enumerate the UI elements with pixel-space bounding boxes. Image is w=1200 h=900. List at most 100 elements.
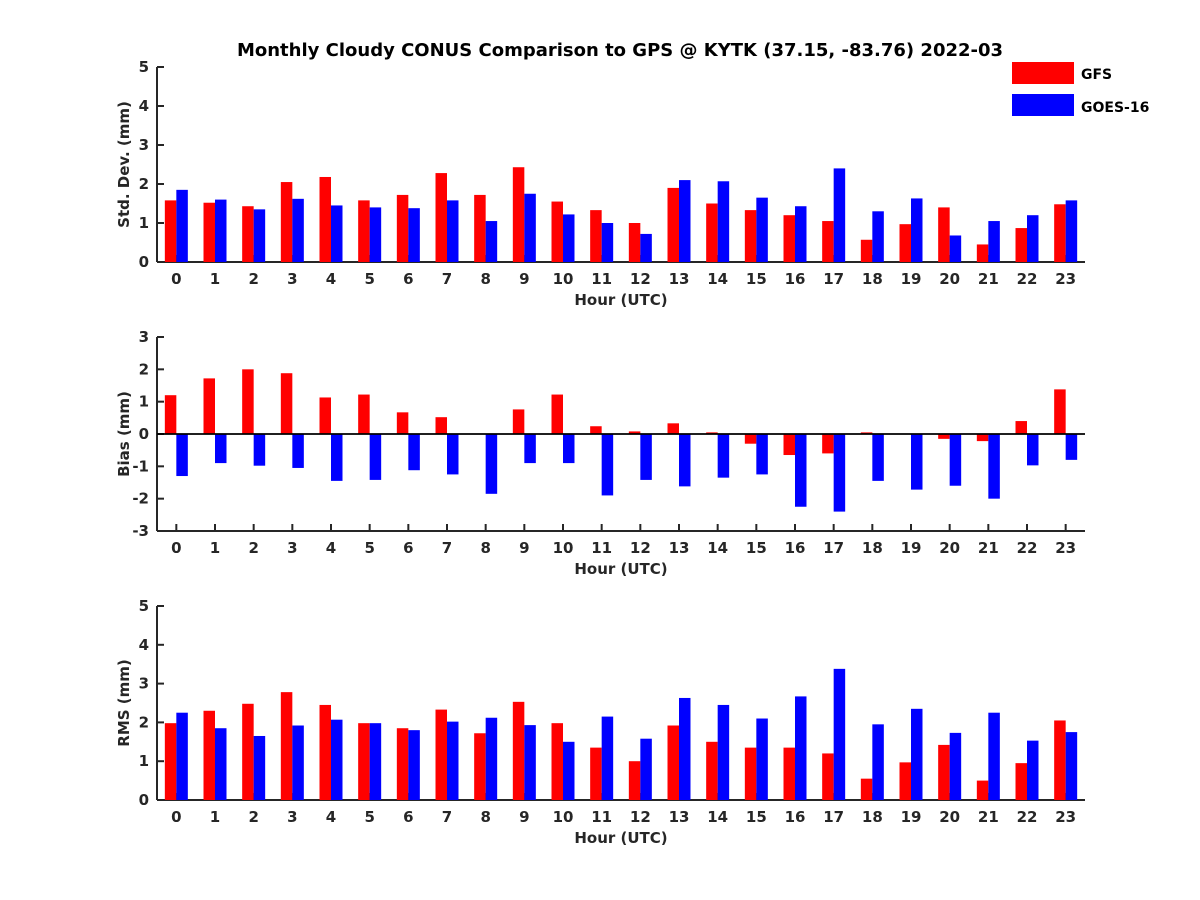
y-tick-label: 3 (139, 136, 149, 154)
bar-goes16-hour-9 (524, 434, 536, 464)
bar-goes16-hour-20 (949, 434, 962, 486)
x-tick-label: 5 (364, 270, 374, 288)
bar-goes16-hour-0 (176, 434, 188, 477)
x-tick-label: 16 (785, 808, 806, 826)
bar-goes16-hour-15 (756, 718, 768, 800)
bar-gfs-hour-10 (551, 201, 563, 262)
x-tick-label: 22 (1017, 539, 1038, 557)
x-tick-label: 15 (746, 270, 767, 288)
bar-goes16-hour-3 (292, 725, 304, 800)
x-tick-label: 2 (248, 539, 258, 557)
bar-gfs-hour-11 (590, 747, 602, 800)
bar-goes16-hour-20 (949, 732, 962, 800)
bar-goes16-hour-12 (640, 233, 652, 262)
bar-gfs-hour-1 (203, 202, 215, 262)
bar-goes16-hour-3 (292, 434, 304, 468)
bar-gfs-hour-8 (474, 194, 486, 262)
bar-gfs-hour-0 (164, 200, 177, 262)
x-tick-label: 22 (1017, 808, 1038, 826)
bar-gfs-hour-17 (822, 753, 834, 800)
bar-gfs-hour-16 (783, 215, 795, 262)
y-tick-label: 0 (139, 253, 149, 271)
x-tick-label: 1 (210, 808, 220, 826)
bar-gfs-hour-0 (164, 723, 177, 800)
bar-gfs-hour-22 (1015, 763, 1027, 800)
x-tick-label: 1 (210, 270, 220, 288)
bar-goes16-hour-6 (408, 208, 420, 262)
bar-gfs-hour-21 (976, 244, 989, 262)
bar-gfs-hour-20 (938, 434, 950, 439)
bar-goes16-hour-1 (215, 199, 227, 262)
y-tick-label: 4 (139, 636, 149, 654)
x-tick-label: 9 (519, 270, 529, 288)
x-tick-label: 11 (591, 539, 612, 557)
bar-goes16-hour-21 (988, 434, 1000, 499)
x-tick-label: 21 (978, 539, 999, 557)
bar-gfs-hour-13 (667, 423, 679, 434)
x-tick-label: 17 (823, 270, 844, 288)
bar-gfs-hour-2 (242, 206, 254, 262)
x-tick-label: 7 (442, 270, 452, 288)
x-tick-label: 20 (939, 539, 960, 557)
legend-swatch-goes16 (1012, 94, 1074, 116)
x-tick-label: 0 (171, 270, 181, 288)
bar-gfs-hour-3 (280, 692, 293, 800)
bar-gfs-hour-6 (396, 728, 409, 800)
x-axis-label: Hour (UTC) (574, 291, 667, 309)
x-axis-label: Hour (UTC) (574, 560, 667, 578)
x-tick-label: 22 (1017, 270, 1038, 288)
bar-goes16-hour-1 (215, 728, 227, 800)
bar-goes16-hour-10 (563, 434, 575, 464)
x-tick-label: 12 (630, 808, 651, 826)
x-tick-label: 20 (939, 808, 960, 826)
bar-gfs-hour-10 (551, 723, 563, 800)
y-tick-label: 5 (139, 58, 149, 76)
x-tick-label: 19 (901, 808, 922, 826)
bar-goes16-hour-22 (1027, 740, 1039, 800)
x-tick-label: 1 (210, 539, 220, 557)
bar-goes16-hour-13 (679, 434, 691, 487)
bar-gfs-hour-20 (938, 207, 950, 262)
bar-goes16-hour-23 (1065, 732, 1078, 800)
bar-goes16-hour-21 (988, 221, 1000, 262)
x-tick-label: 23 (1055, 539, 1076, 557)
bar-goes16-hour-9 (524, 725, 536, 800)
y-tick-label: 0 (139, 425, 149, 443)
bar-gfs-hour-9 (512, 701, 525, 800)
bar-gfs-hour-17 (822, 434, 834, 454)
y-tick-label: 5 (139, 597, 149, 615)
x-tick-label: 18 (862, 270, 883, 288)
bar-gfs-hour-6 (396, 412, 409, 434)
bar-gfs-hour-7 (435, 173, 447, 262)
x-tick-label: 11 (591, 270, 612, 288)
bar-goes16-hour-15 (756, 434, 768, 475)
bar-goes16-hour-1 (215, 434, 227, 464)
x-tick-label: 13 (669, 270, 690, 288)
bar-goes16-hour-3 (292, 198, 304, 262)
y-tick-label: 2 (139, 360, 149, 378)
x-tick-label: 14 (707, 539, 728, 557)
y-axis-label: Std. Dev. (mm) (115, 101, 133, 228)
bar-goes16-hour-15 (756, 197, 768, 262)
x-tick-label: 18 (862, 539, 883, 557)
y-tick-label: 0 (139, 791, 149, 809)
bar-goes16-hour-17 (833, 168, 846, 262)
bar-gfs-hour-7 (435, 417, 447, 434)
bar-gfs-hour-13 (667, 725, 679, 800)
x-tick-label: 20 (939, 270, 960, 288)
bar-goes16-hour-19 (911, 434, 923, 490)
bar-gfs-hour-9 (512, 167, 525, 262)
x-tick-label: 19 (901, 539, 922, 557)
y-tick-label: 3 (139, 328, 149, 346)
x-tick-label: 5 (364, 808, 374, 826)
bar-gfs-hour-4 (319, 397, 331, 434)
x-tick-label: 9 (519, 539, 529, 557)
x-tick-label: 2 (248, 808, 258, 826)
bar-gfs-hour-2 (242, 703, 254, 800)
bar-gfs-hour-13 (667, 187, 679, 262)
x-tick-label: 8 (480, 270, 490, 288)
x-tick-label: 10 (553, 270, 574, 288)
x-tick-label: 21 (978, 808, 999, 826)
